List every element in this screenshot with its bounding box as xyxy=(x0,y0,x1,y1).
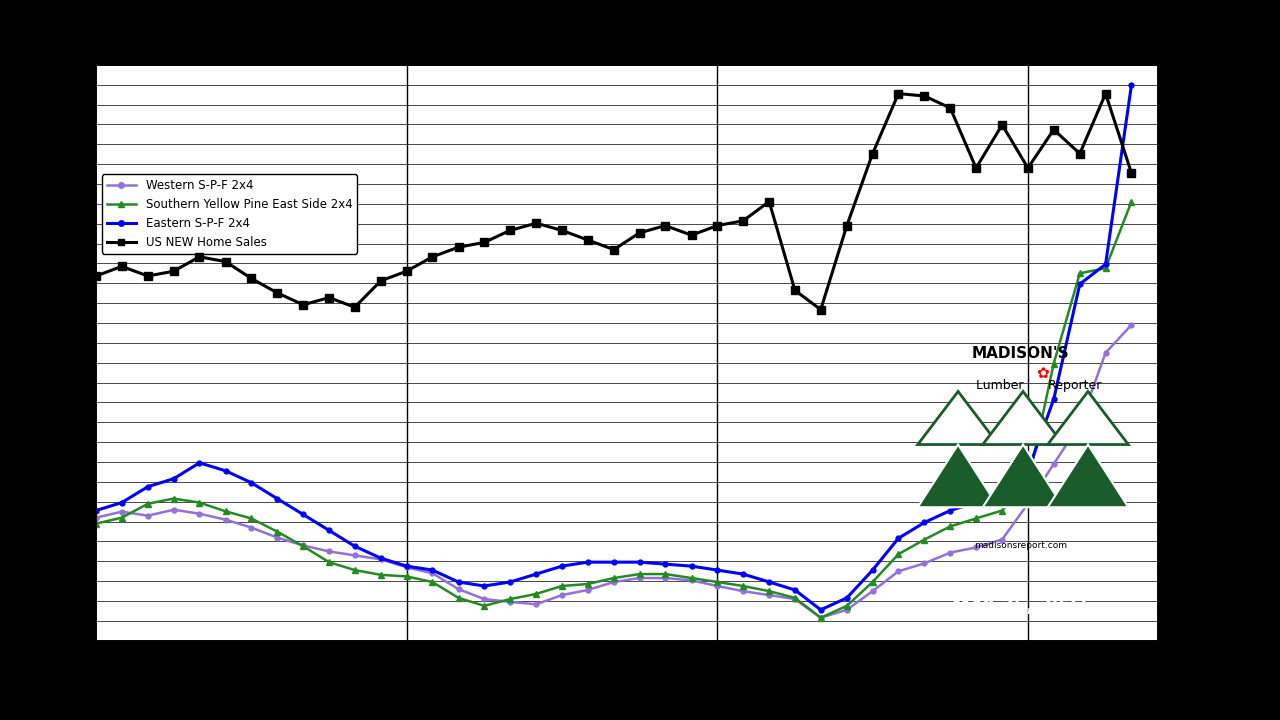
Y-axis label: US DOLLARS: US DOLLARS xyxy=(1233,309,1245,397)
Text: ✿: ✿ xyxy=(1036,366,1048,381)
Polygon shape xyxy=(1047,444,1129,507)
Text: Reporter: Reporter xyxy=(1047,379,1102,392)
Text: Lumber: Lumber xyxy=(977,379,1028,392)
Polygon shape xyxy=(983,392,1064,444)
Polygon shape xyxy=(1047,392,1129,444)
Polygon shape xyxy=(918,392,998,444)
Legend: Western S-P-F 2x4, Southern Yellow Pine East Side 2x4, Eastern S-P-F 2x4, US NEW: Western S-P-F 2x4, Southern Yellow Pine … xyxy=(102,174,357,253)
Text: madisonsreport.com: madisonsreport.com xyxy=(974,541,1068,550)
Y-axis label: US$ per 1000 fbm: US$ per 1000 fbm xyxy=(42,289,55,416)
Text: WSPF, SYP East Side, ESPF 2x4 KD #2&Btr  Lumber Prices vs US NEW Home Sales: 201: WSPF, SYP East Side, ESPF 2x4 KD #2&Btr … xyxy=(96,48,892,62)
Text: MAY 25, 2021: MAY 25, 2021 xyxy=(952,596,1089,614)
Text: MADISON'S: MADISON'S xyxy=(972,346,1070,361)
Polygon shape xyxy=(918,444,998,507)
Polygon shape xyxy=(983,444,1064,507)
